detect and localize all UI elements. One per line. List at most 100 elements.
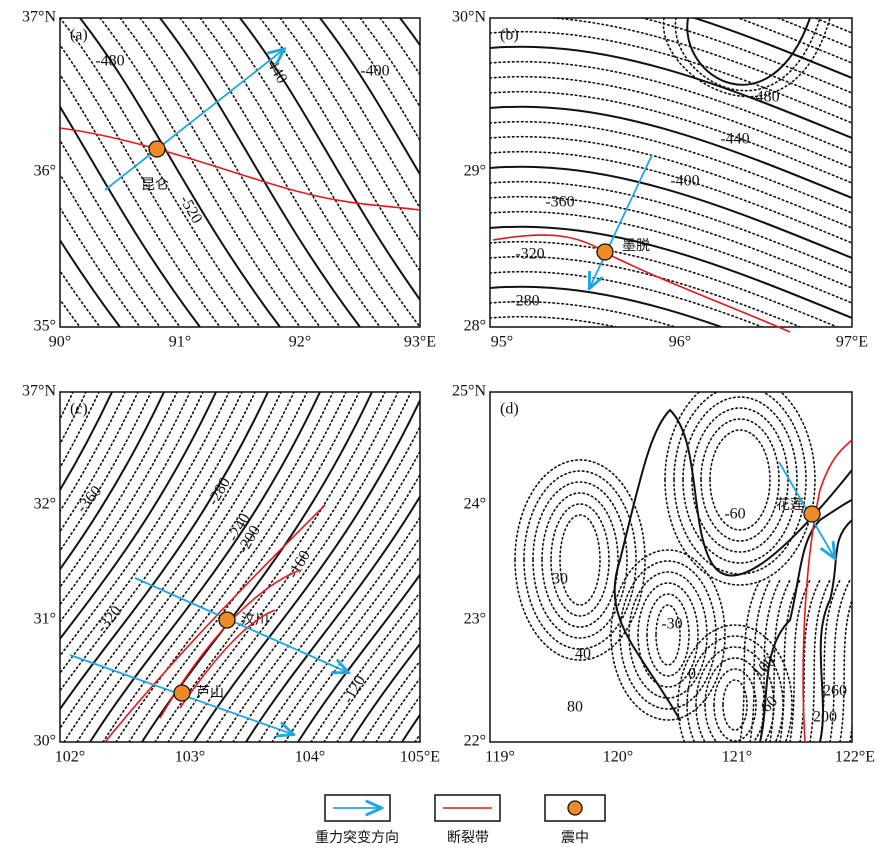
epicenter bbox=[148, 140, 166, 158]
contour-line bbox=[60, 392, 165, 571]
y-tick-label: 22° bbox=[464, 733, 486, 750]
y-tick-label: 31° bbox=[34, 611, 56, 628]
contour-dotted bbox=[674, 18, 821, 92]
panel-frame bbox=[489, 391, 853, 743]
contour-dotted bbox=[646, 593, 690, 677]
legend-box bbox=[544, 794, 606, 822]
contour-dotted bbox=[559, 514, 601, 606]
contour-dotted bbox=[759, 579, 781, 742]
y-tick-label: 25°N bbox=[452, 383, 486, 400]
contour-line bbox=[490, 225, 852, 319]
x-tick-label: 96° bbox=[669, 334, 691, 351]
contour-dotted bbox=[76, 392, 308, 742]
contour-dotted bbox=[638, 18, 852, 94]
contour-dotted bbox=[60, 73, 221, 327]
panel-frame bbox=[489, 17, 853, 328]
legend-box bbox=[324, 794, 391, 822]
contour-line bbox=[399, 18, 420, 47]
place-name: 花莲 bbox=[776, 497, 804, 513]
contour-dotted bbox=[219, 18, 420, 327]
contour-dotted bbox=[271, 535, 420, 742]
fault bbox=[802, 439, 853, 743]
contour-dotted bbox=[490, 210, 852, 304]
contour-dotted bbox=[60, 392, 126, 513]
contour-dotted bbox=[388, 694, 420, 742]
contour-line bbox=[490, 105, 852, 199]
contour-label: -360 bbox=[545, 194, 574, 211]
contour-dotted bbox=[490, 90, 852, 184]
fault bbox=[104, 504, 326, 743]
contour-dotted bbox=[514, 459, 646, 661]
fault bbox=[179, 609, 276, 709]
contour-label: -30 bbox=[661, 616, 682, 633]
contour-dotted bbox=[490, 120, 852, 214]
x-tick-label: 122°E bbox=[835, 749, 875, 766]
contour-dotted bbox=[849, 717, 852, 742]
contour-dotted bbox=[60, 269, 101, 327]
x-tick-label: 103° bbox=[175, 749, 205, 766]
contour-dotted bbox=[60, 392, 139, 533]
contour-dotted bbox=[637, 582, 699, 688]
contour-dotted bbox=[310, 591, 420, 742]
contour-label: -280 bbox=[510, 293, 539, 310]
contour-line bbox=[401, 713, 420, 742]
x-tick-label: 95° bbox=[491, 334, 513, 351]
panel-label: (c) bbox=[70, 401, 88, 418]
panel-contours bbox=[514, 392, 852, 742]
contour-dotted bbox=[490, 60, 852, 154]
epicenter bbox=[803, 505, 821, 523]
contour-dotted bbox=[490, 18, 852, 109]
place-name: 墨脱 bbox=[622, 238, 650, 254]
contour-line bbox=[193, 397, 420, 742]
y-tick-label: 28° bbox=[464, 318, 486, 335]
contour-dotted bbox=[550, 503, 610, 617]
contour-dotted bbox=[428, 392, 658, 742]
panel-label: (a) bbox=[70, 27, 88, 44]
contour-dotted bbox=[323, 608, 420, 742]
contour-dotted bbox=[700, 418, 780, 542]
contour-dotted bbox=[819, 579, 841, 742]
contour-dotted bbox=[735, 18, 852, 64]
contour-dotted bbox=[532, 481, 628, 639]
panel-frame bbox=[59, 391, 421, 743]
contour-dotted bbox=[739, 579, 761, 742]
gravity-arrow bbox=[134, 577, 347, 672]
contour-line bbox=[60, 392, 113, 492]
contour-dotted bbox=[60, 392, 230, 658]
contour-line bbox=[319, 18, 420, 177]
contour-label: -480 bbox=[750, 89, 779, 106]
contour-line bbox=[849, 18, 852, 19]
contour-label: -400 bbox=[670, 173, 699, 190]
contour-dotted bbox=[60, 138, 181, 327]
y-tick-label: 35° bbox=[34, 318, 56, 335]
contour-dotted bbox=[655, 604, 681, 666]
y-tick-label: 23° bbox=[464, 611, 486, 628]
contour-dotted bbox=[60, 392, 256, 693]
contour-dotted bbox=[799, 579, 821, 742]
contour-line bbox=[297, 573, 420, 742]
contour-dotted bbox=[232, 472, 420, 742]
contour-dotted bbox=[199, 18, 401, 327]
contour-label: -320 bbox=[93, 603, 125, 636]
contour-label: -320 bbox=[515, 246, 544, 263]
x-tick-label: 105°E bbox=[400, 749, 440, 766]
contour-dotted bbox=[60, 172, 161, 327]
contour-dotted bbox=[359, 18, 420, 109]
contour-dotted bbox=[60, 206, 141, 327]
gravity-arrow bbox=[104, 50, 283, 191]
contour-line bbox=[79, 18, 281, 327]
y-tick-label: 37°N bbox=[22, 9, 56, 26]
contour-dotted bbox=[541, 492, 619, 628]
contour-line bbox=[60, 238, 121, 327]
contour-dotted bbox=[662, 18, 831, 98]
x-tick-label: 92° bbox=[289, 334, 311, 351]
contour-line bbox=[686, 18, 811, 86]
contour-dotted bbox=[60, 43, 241, 327]
y-tick-label: 24° bbox=[464, 496, 486, 513]
contour-dotted bbox=[490, 150, 852, 244]
contour-label: -160 bbox=[285, 548, 314, 582]
contour-dotted bbox=[299, 18, 420, 210]
contour-dotted bbox=[119, 18, 321, 327]
contour-dotted bbox=[490, 195, 852, 289]
contour-line bbox=[159, 18, 361, 327]
